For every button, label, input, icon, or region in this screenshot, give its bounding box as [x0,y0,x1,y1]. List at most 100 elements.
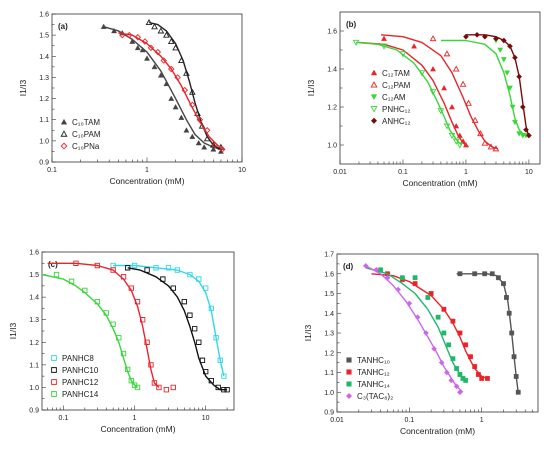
y-tick-label: 1.2 [324,350,334,357]
data-point [463,377,469,383]
data-point [452,138,460,145]
legend-label: PANHC8 [62,354,94,363]
data-point [487,143,495,150]
x-axis-title: Concentration (mM) [402,178,477,188]
legend-marker [51,355,57,361]
y-tick-label: 0.9 [29,408,39,415]
legend-label: C₃(TAC₈)₂ [357,392,393,401]
data-point [203,127,211,134]
series-fit-line [113,264,225,377]
data-point [208,305,214,312]
x-axis-title: Concentration (mM) [100,424,175,434]
data-point [437,108,445,115]
data-point [196,116,204,123]
data-point [474,31,480,38]
plot-frame [51,13,243,163]
series-fit-line [465,34,530,138]
data-point [509,330,515,336]
data-point [457,389,463,396]
data-point [481,139,489,146]
data-point [160,276,166,282]
data-point [192,326,198,332]
data-point [178,114,185,120]
y-tick-label: 1.1 [324,370,334,377]
data-point [196,276,202,282]
data-point [507,85,513,92]
data-point [120,274,127,280]
y-tick-label: 1.3 [29,317,39,324]
data-point [120,350,127,357]
data-point [170,384,176,391]
data-point [512,54,518,61]
data-point [504,295,509,300]
data-point [174,74,181,81]
data-point [441,84,448,91]
legend-label: C₁₂AM [382,93,406,102]
data-point [168,95,175,101]
data-point [501,281,506,287]
data-point [217,357,223,364]
data-point [513,374,519,379]
data-point [203,285,209,291]
data-point [456,142,464,149]
data-point [134,44,141,51]
data-point [399,51,407,58]
data-point [147,44,155,52]
x-tick-label: 10 [525,169,533,176]
data-point [373,266,380,273]
y-tick-label: 0.9 [324,410,334,417]
data-point [463,342,469,348]
y-tick-label: 1.4 [327,67,337,74]
data-point [449,103,455,110]
x-tick-label: 10 [238,167,246,174]
data-point [453,383,460,390]
data-point [187,271,193,278]
y-tick-label: 1.1 [39,117,49,124]
data-point [443,369,450,376]
legend-marker [370,81,378,88]
data-point [157,72,164,78]
series-fit-line [371,273,488,380]
data-point [125,31,133,39]
data-point [219,146,226,153]
y-tick-label: 1.2 [327,105,337,112]
panel-d: 0.01 0.1 1 0.9 1.0 1.1 1.2 1.3 1.4 1.5 1.6 1.7 Conce… [303,252,539,436]
legend-marker [346,357,352,363]
data-point [187,312,193,318]
data-point [144,339,150,345]
data-point [472,271,478,277]
data-point [100,23,107,29]
data-point [111,27,117,34]
x-tick-label: 0.1 [398,169,408,176]
data-point [189,101,196,109]
data-point [457,330,463,336]
data-point [157,27,165,34]
data-point [139,46,146,53]
data-point [497,47,504,54]
legend-marker [51,367,57,373]
data-point [124,366,131,373]
legend-label: C₁₂PAM [382,81,411,90]
y-axis-title: I1/I3 [306,79,316,96]
panel-label: (b) [346,20,357,29]
legend-label: C₁₂TAM [382,69,410,78]
data-point [168,65,175,73]
y-tick-label: 1.0 [324,390,334,397]
data-point [472,364,478,369]
y-tick-label: 1.0 [327,143,337,150]
data-point [482,33,488,40]
data-point [119,31,126,39]
data-point [82,287,88,294]
data-point [395,286,402,293]
data-point [482,271,488,277]
data-point [465,99,472,106]
x-tick-label: 0.1 [404,417,414,424]
data-point [511,354,517,360]
x-axis-title: Concentration (mM) [400,426,475,436]
series-fit-line [41,273,138,388]
y-tick-label: 1.4 [39,54,49,61]
data-point [435,314,441,320]
data-point [215,384,221,391]
data-point [463,33,469,40]
